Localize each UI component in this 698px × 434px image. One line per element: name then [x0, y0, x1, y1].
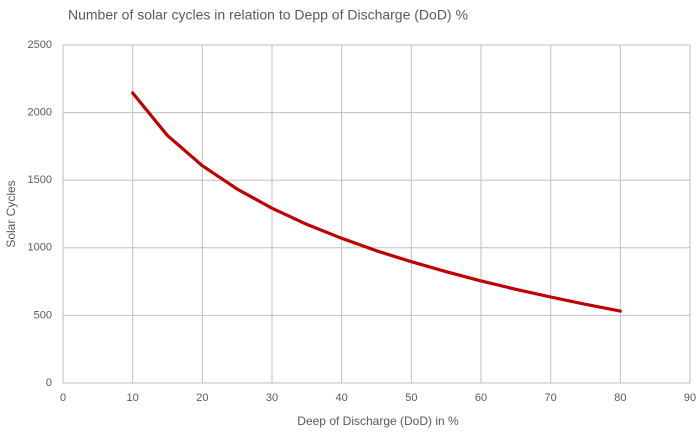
x-tick-label: 20: [196, 392, 208, 404]
x-tick-label: 40: [336, 392, 348, 404]
y-tick-label: 2500: [28, 39, 52, 51]
x-tick-label: 80: [614, 392, 626, 404]
x-tick-label: 0: [60, 392, 66, 404]
x-tick-label: 50: [405, 392, 417, 404]
y-axis-label: Solar Cycles: [4, 180, 18, 247]
x-tick-label: 60: [475, 392, 487, 404]
y-tick-label: 500: [34, 309, 52, 321]
y-tick-label: 1000: [28, 242, 52, 254]
data-line: [131, 91, 622, 313]
x-tick-label: 10: [127, 392, 139, 404]
chart-title: Number of solar cycles in relation to De…: [68, 7, 468, 23]
x-tick-label: 70: [545, 392, 557, 404]
x-axis-label: Deep of Discharge (DoD) in %: [297, 414, 459, 428]
y-tick-label: 0: [46, 377, 52, 389]
x-tick-label: 90: [684, 392, 696, 404]
y-tick-label: 2000: [28, 107, 52, 119]
x-tick-label: 30: [266, 392, 278, 404]
y-tick-label: 1500: [28, 174, 52, 186]
